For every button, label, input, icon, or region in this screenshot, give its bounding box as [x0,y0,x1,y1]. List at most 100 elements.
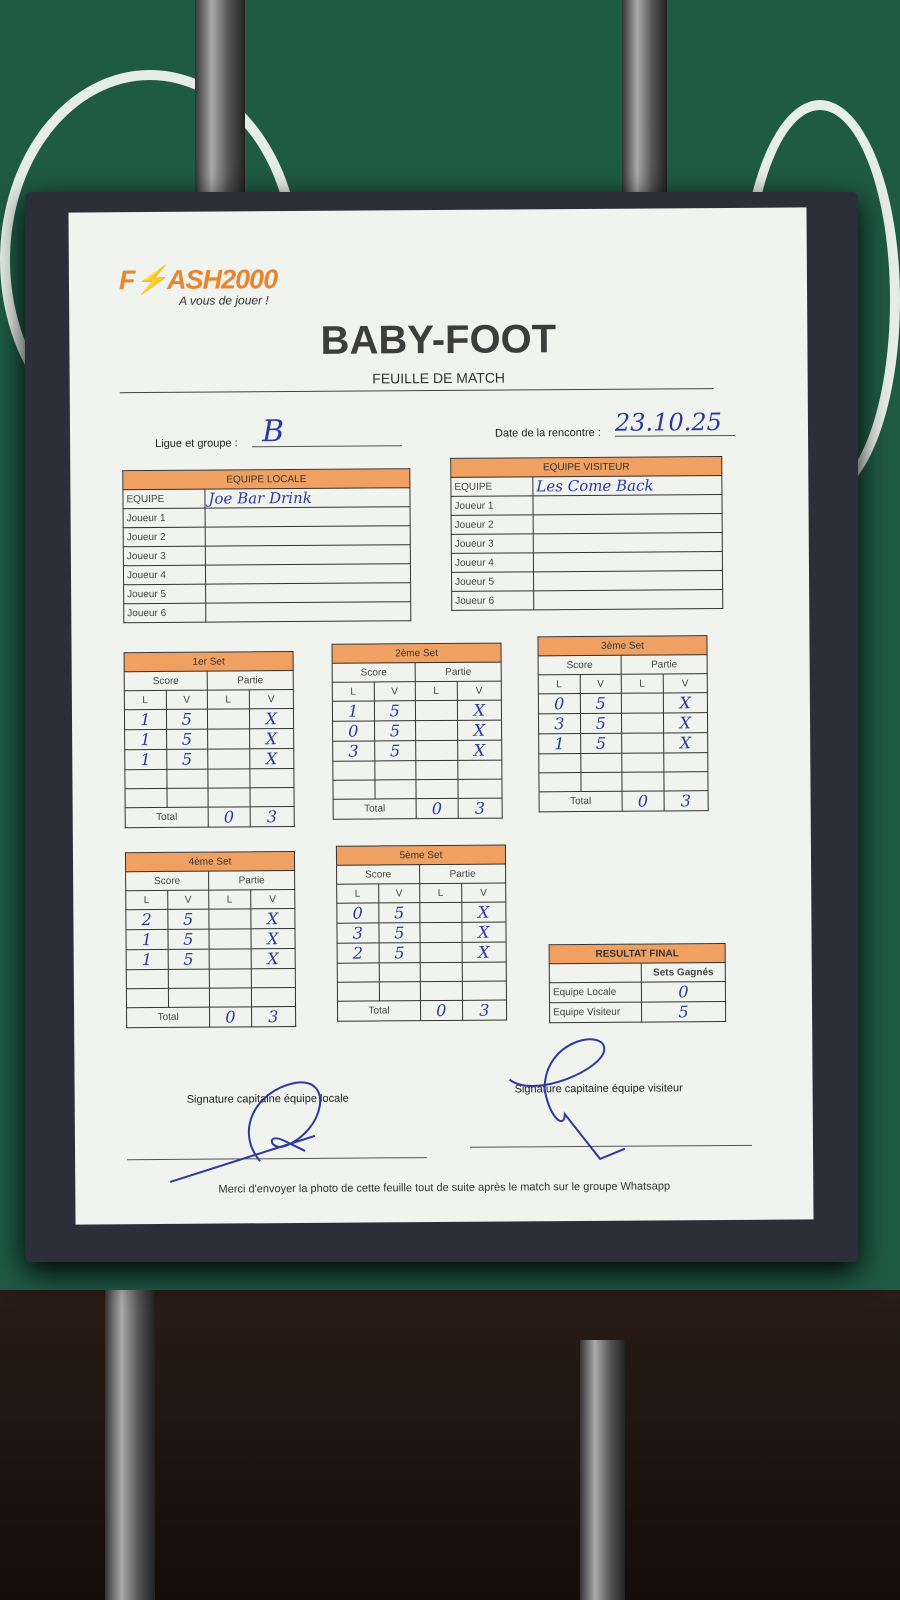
score-l: 0 [332,720,375,742]
player-label: Joueur 3 [451,533,534,554]
player-label: Joueur 6 [451,590,534,611]
score-l: 3 [336,922,379,944]
date-label: Date de la rencontre : [494,426,601,440]
page-title: BABY-FOOT [320,317,557,363]
col-v: V [373,681,416,701]
team-header: EQUIPE LOCALE [122,468,410,490]
result-column: Sets Gagnés [641,962,726,983]
set-title: 2ème Set [331,643,502,664]
total-v: 3 [249,806,295,827]
partie-l [209,948,251,970]
team-label: EQUIPE [122,489,206,509]
col-l: L [419,883,462,903]
score-l: 1 [125,929,168,950]
col-l: L [415,681,457,701]
partie-v: X [249,748,294,769]
team-label: EQUIPE [450,476,533,497]
score-v [167,969,210,989]
partie-header: Partie [208,870,295,891]
set-table-1: 1er Set Score Partie L V L V 1 5 X 1 5 X 1 5 X Total 0 3 [124,651,295,828]
score-v [374,760,416,780]
partie-v: X [248,708,294,729]
player-name-field [205,601,411,623]
score-l: 1 [124,729,167,750]
total-l: 0 [209,1006,252,1028]
col-v: V [248,689,294,709]
set-table-5: 5ème Set Score Partie L V L V 0 5 X 3 5 X 2 5 X Total 0 3 [336,845,507,1022]
match-sheet: F⚡ASH2000 A vous de jouer ! BABY-FOOT FE… [68,207,814,1225]
score-v [378,962,421,982]
player-name-field [533,513,723,534]
col-v: V [579,674,622,694]
partie-l [209,928,251,950]
player-name-field [205,582,411,604]
col-v: V [167,890,209,910]
col-l: L [621,673,663,694]
league-value: B [251,414,403,449]
player-name-field [205,544,411,566]
player-name-field [205,525,411,547]
team-name: Joe Bar Drink [204,487,411,509]
set-title: 4ème Set [125,851,295,872]
score-v [378,981,421,1001]
final-result-table: RESULTAT FINAL Sets Gagnés Equipe Locale 0 E… [549,943,727,1023]
team-table-visitor: EQUIPE VISITEUR EQUIPE Les Come Back Joueur… [450,456,723,611]
total-label: Total [126,1007,210,1028]
score-l [337,962,379,983]
tagline: A vous de jouer ! [179,293,269,308]
result-team: Equipe Locale [549,982,642,1003]
score-v [166,788,209,808]
partie-v: X [461,942,507,963]
player-label: Joueur 2 [123,527,206,547]
score-header: Score [332,662,416,683]
set-title: 3ème Set [537,635,708,656]
col-l: L [124,690,166,710]
col-l: L [207,689,249,710]
total-l: 0 [208,806,250,828]
partie-l [621,712,664,734]
score-v: 5 [166,729,208,750]
score-v [374,779,417,799]
score-l [124,788,167,808]
col-v: V [250,889,295,909]
score-l: 1 [332,700,375,722]
score-v: 5 [165,709,208,730]
total-v: 3 [462,1000,507,1021]
total-l: 0 [416,798,458,819]
player-name-field [533,551,723,572]
partie-l [207,708,250,730]
partie-v: X [250,948,296,969]
player-name-field [205,506,411,528]
partie-v: X [663,732,708,753]
rod [622,0,667,200]
set-title: 5ème Set [336,845,506,866]
player-name-field [533,532,723,553]
partie-v: X [250,908,295,929]
total-label: Total [539,791,623,812]
partie-l [208,908,251,930]
partie-v [663,752,708,772]
score-header: Score [125,871,209,891]
score-l: 1 [538,733,581,754]
partie-v [663,771,709,791]
score-l: 3 [538,713,581,734]
col-l: L [336,883,379,904]
player-label: Joueur 1 [450,495,534,516]
score-l: 2 [337,942,379,964]
score-l [124,769,167,789]
partie-v [457,760,502,780]
partie-l [209,987,252,1008]
partie-v: X [456,700,502,721]
partie-v [461,981,507,1001]
col-v: V [461,883,506,903]
score-v: 5 [580,713,622,734]
partie-v [250,987,296,1007]
partie-v: X [457,740,502,761]
score-l: 1 [124,709,167,730]
player-label: Joueur 4 [451,552,534,573]
total-label: Total [337,1000,421,1022]
partie-l [207,748,250,770]
partie-v [457,779,503,799]
partie-v [461,962,507,982]
partie-l [420,981,463,1001]
